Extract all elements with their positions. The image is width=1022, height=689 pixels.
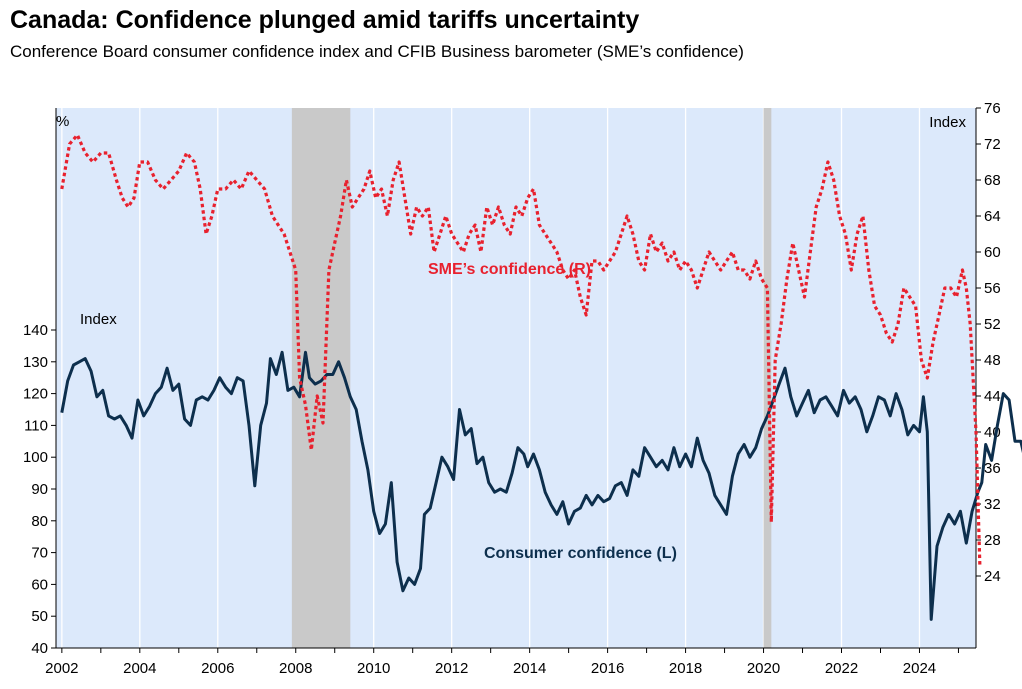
right-tick-label: 68 — [984, 172, 1001, 189]
plot-area — [56, 108, 976, 648]
x-tick-label: 2002 — [45, 660, 78, 677]
x-tick-label: 2014 — [513, 660, 546, 677]
left-axis-index-label: Index — [80, 311, 117, 328]
x-tick-label: 2012 — [435, 660, 468, 677]
chart-subtitle: Conference Board consumer confidence ind… — [10, 42, 744, 61]
right-tick-label: 28 — [984, 532, 1001, 549]
x-tick-label: 2018 — [669, 660, 702, 677]
left-tick-label: 50 — [31, 608, 48, 625]
left-tick-label: 90 — [31, 481, 48, 498]
x-tick-label: 2016 — [591, 660, 624, 677]
left-tick-label: 130 — [23, 354, 48, 371]
left-tick-label: 100 — [23, 449, 48, 466]
left-tick-label: 110 — [24, 417, 48, 434]
left-tick-label: 40 — [31, 640, 48, 657]
right-tick-label: 24 — [984, 568, 1001, 585]
right-tick-label: 60 — [984, 244, 1001, 261]
left-tick-label: 120 — [23, 386, 48, 403]
left-tick-label: 70 — [31, 545, 48, 562]
right-tick-label: 48 — [984, 352, 1001, 369]
right-axis-unit: Index — [929, 114, 966, 131]
x-tick-label: 2024 — [903, 660, 936, 677]
left-tick-label: 140 — [23, 322, 48, 339]
left-axis-unit: % — [56, 113, 69, 130]
right-tick-label: 72 — [984, 136, 1001, 153]
x-tick-label: 2010 — [357, 660, 390, 677]
consumer-confidence-line — [60, 350, 1022, 621]
consumer-confidence-annotation: Consumer confidence (L) — [484, 545, 677, 562]
sme-confidence-annotation: SME’s confidence (R) — [428, 261, 591, 278]
right-tick-label: 76 — [984, 100, 1001, 117]
right-tick-label: 36 — [984, 460, 1001, 477]
right-tick-label: 52 — [984, 316, 1001, 333]
right-tick-label: 32 — [984, 496, 1001, 513]
x-tick-label: 2006 — [201, 660, 234, 677]
right-tick-label: 56 — [984, 280, 1001, 297]
chart-title: Canada: Confidence plunged amid tariffs … — [10, 6, 640, 34]
x-tick-label: 2004 — [123, 660, 156, 677]
left-tick-label: 60 — [31, 576, 48, 593]
right-tick-label: 44 — [984, 388, 1001, 405]
x-tick-label: 2020 — [747, 660, 780, 677]
x-tick-label: 2008 — [279, 660, 312, 677]
x-tick-label: 2022 — [825, 660, 858, 677]
right-tick-label: 64 — [984, 208, 1001, 225]
left-tick-label: 80 — [31, 513, 48, 530]
